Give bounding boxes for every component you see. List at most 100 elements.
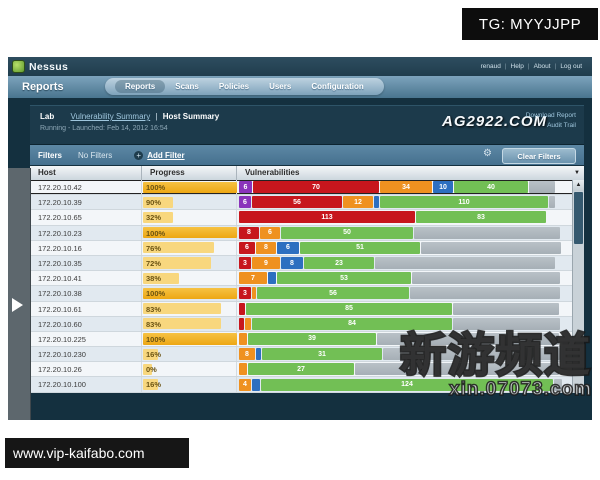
vuln-segment-low[interactable] <box>256 348 261 361</box>
vuln-segment-medium[interactable]: 6 <box>260 226 280 239</box>
host-cell[interactable]: 172.20.10.230 <box>30 347 142 362</box>
vulnerability-summary-link[interactable]: Vulnerability Summary <box>70 112 151 121</box>
vuln-segment-medium[interactable]: 7 <box>239 272 267 285</box>
vuln-segment-medium[interactable]: 34 <box>380 181 432 194</box>
vuln-segment-info[interactable]: 50 <box>281 226 413 239</box>
scrollbar-thumb[interactable] <box>574 192 583 244</box>
vuln-segment-info[interactable]: 39 <box>248 332 376 345</box>
host-cell[interactable]: 172.20.10.61 <box>30 301 142 316</box>
vuln-segment-none[interactable] <box>412 272 560 285</box>
about-link[interactable]: About <box>533 63 551 70</box>
table-row[interactable]: 172.20.10.42 100% 6 70 34 10 40 <box>30 180 584 196</box>
vuln-segment-info[interactable]: 51 <box>300 241 420 254</box>
vuln-segment-low[interactable] <box>252 378 260 391</box>
host-cell[interactable]: 172.20.10.65 <box>30 210 142 225</box>
table-row[interactable]: 172.20.10.65 32% 113 83 <box>30 210 584 226</box>
vuln-segment-low[interactable]: 8 <box>281 257 303 270</box>
vuln-segment-high[interactable]: 8 <box>239 226 259 239</box>
column-header-progress[interactable]: Progress <box>142 166 237 180</box>
download-report-link[interactable]: Download Report <box>525 112 576 119</box>
vuln-segment-none[interactable] <box>529 181 555 194</box>
vuln-segment-info[interactable]: 31 <box>262 348 382 361</box>
tab-reports[interactable]: Reports <box>115 80 166 93</box>
table-row[interactable]: 172.20.10.23 100% 8 6 50 <box>30 225 584 241</box>
table-scrollbar[interactable]: ▲ <box>572 180 584 393</box>
vuln-segment-none[interactable] <box>375 257 555 270</box>
host-cell[interactable]: 172.20.10.23 <box>30 225 142 240</box>
vuln-segment-critical[interactable]: 6 <box>239 181 252 194</box>
add-filter-button[interactable]: + Add Filter <box>134 150 185 160</box>
vuln-segment-none[interactable] <box>414 226 560 239</box>
table-row[interactable]: 172.20.10.26 0% 27 <box>30 362 584 378</box>
vuln-segment-medium[interactable] <box>245 317 251 330</box>
vuln-segment-none[interactable] <box>554 378 562 391</box>
host-cell[interactable]: 172.20.10.38 <box>30 286 142 301</box>
vuln-segment-info[interactable]: 83 <box>416 211 546 224</box>
host-cell[interactable]: 172.20.10.42 <box>30 180 142 195</box>
column-menu-caret-icon[interactable]: ▼ <box>574 170 580 176</box>
host-cell[interactable]: 172.20.10.16 <box>30 240 142 255</box>
clear-filters-button[interactable]: Clear Filters <box>502 148 576 164</box>
user-name-link[interactable]: renaud <box>480 63 501 70</box>
vuln-segment-none[interactable] <box>355 363 559 376</box>
host-cell[interactable]: 172.20.10.225 <box>30 331 142 347</box>
vuln-segment-high[interactable]: 6 <box>239 241 255 254</box>
tab-configuration[interactable]: Configuration <box>311 82 364 91</box>
vuln-segment-none[interactable] <box>410 287 560 300</box>
table-row[interactable]: 172.20.10.60 83% 84 <box>30 316 584 332</box>
table-row[interactable]: 172.20.10.61 83% 85 <box>30 301 584 317</box>
vuln-segment-low[interactable] <box>268 272 276 285</box>
table-row[interactable]: 172.20.10.16 76% 6 8 6 51 <box>30 240 584 256</box>
vuln-segment-medium[interactable]: 12 <box>343 196 373 209</box>
vuln-segment-none[interactable] <box>421 241 561 254</box>
help-link[interactable]: Help <box>510 63 524 70</box>
vuln-segment-none[interactable] <box>453 317 560 330</box>
vuln-segment-info[interactable]: 84 <box>252 317 452 330</box>
host-cell[interactable]: 172.20.10.100 <box>30 377 142 392</box>
host-cell[interactable]: 172.20.10.39 <box>30 195 142 210</box>
gear-icon[interactable]: ⚙ <box>483 148 492 159</box>
vuln-segment-medium[interactable] <box>239 363 247 376</box>
vuln-segment-none[interactable] <box>549 196 555 209</box>
vuln-segment-high[interactable]: 56 <box>252 196 342 209</box>
vuln-segment-high[interactable]: 3 <box>239 257 251 270</box>
vuln-segment-info[interactable]: 27 <box>248 363 354 376</box>
vuln-segment-high[interactable]: 70 <box>253 181 379 194</box>
table-row[interactable]: 172.20.10.35 72% 3 9 8 23 <box>30 255 584 272</box>
vuln-segment-none[interactable] <box>453 302 559 315</box>
tab-users[interactable]: Users <box>269 82 292 91</box>
vuln-segment-info[interactable]: 40 <box>454 181 528 194</box>
audit-trail-link[interactable]: Audit Trail <box>547 122 576 129</box>
vuln-segment-low[interactable] <box>374 196 379 209</box>
vuln-segment-low[interactable]: 6 <box>277 241 299 254</box>
vuln-segment-medium[interactable] <box>252 287 256 300</box>
vuln-segment-medium[interactable]: 8 <box>256 241 276 254</box>
host-cell[interactable]: 172.20.10.26 <box>30 362 142 377</box>
vuln-segment-high[interactable]: 3 <box>239 287 251 300</box>
play-arrow-icon[interactable] <box>12 298 23 312</box>
host-cell[interactable]: 172.20.10.60 <box>30 316 142 331</box>
table-row[interactable]: 172.20.10.41 38% 7 53 <box>30 271 584 287</box>
vuln-segment-high[interactable] <box>239 317 244 330</box>
tab-policies[interactable]: Policies <box>218 82 250 91</box>
vuln-segment-info[interactable]: 56 <box>257 287 409 300</box>
logout-link[interactable]: Log out <box>560 63 582 70</box>
vuln-segment-info[interactable]: 53 <box>277 272 411 285</box>
tab-scans[interactable]: Scans <box>175 82 199 91</box>
vuln-segment-none[interactable] <box>377 332 559 345</box>
vuln-segment-medium[interactable] <box>239 332 247 345</box>
table-row[interactable]: 172.20.10.39 90% 6 56 12 110 <box>30 195 584 211</box>
table-row[interactable]: 172.20.10.230 16% 8 31 <box>30 347 584 363</box>
vuln-segment-medium[interactable]: 4 <box>239 378 251 391</box>
host-cell[interactable]: 172.20.10.41 <box>30 271 142 286</box>
column-header-host[interactable]: Host <box>30 166 142 180</box>
vuln-segment-info[interactable]: 124 <box>261 378 553 391</box>
vuln-segment-high[interactable]: 113 <box>239 211 415 224</box>
table-row[interactable]: 172.20.10.225 100% 39 <box>30 331 584 348</box>
scroll-up-icon[interactable]: ▲ <box>573 180 584 191</box>
vuln-segment-critical[interactable]: 6 <box>239 196 251 209</box>
vuln-segment-none[interactable] <box>383 348 560 361</box>
table-row[interactable]: 172.20.10.100 16% 4 124 <box>30 377 584 393</box>
vuln-segment-low[interactable]: 10 <box>433 181 453 194</box>
table-row[interactable]: 172.20.10.38 100% 3 56 <box>30 286 584 302</box>
